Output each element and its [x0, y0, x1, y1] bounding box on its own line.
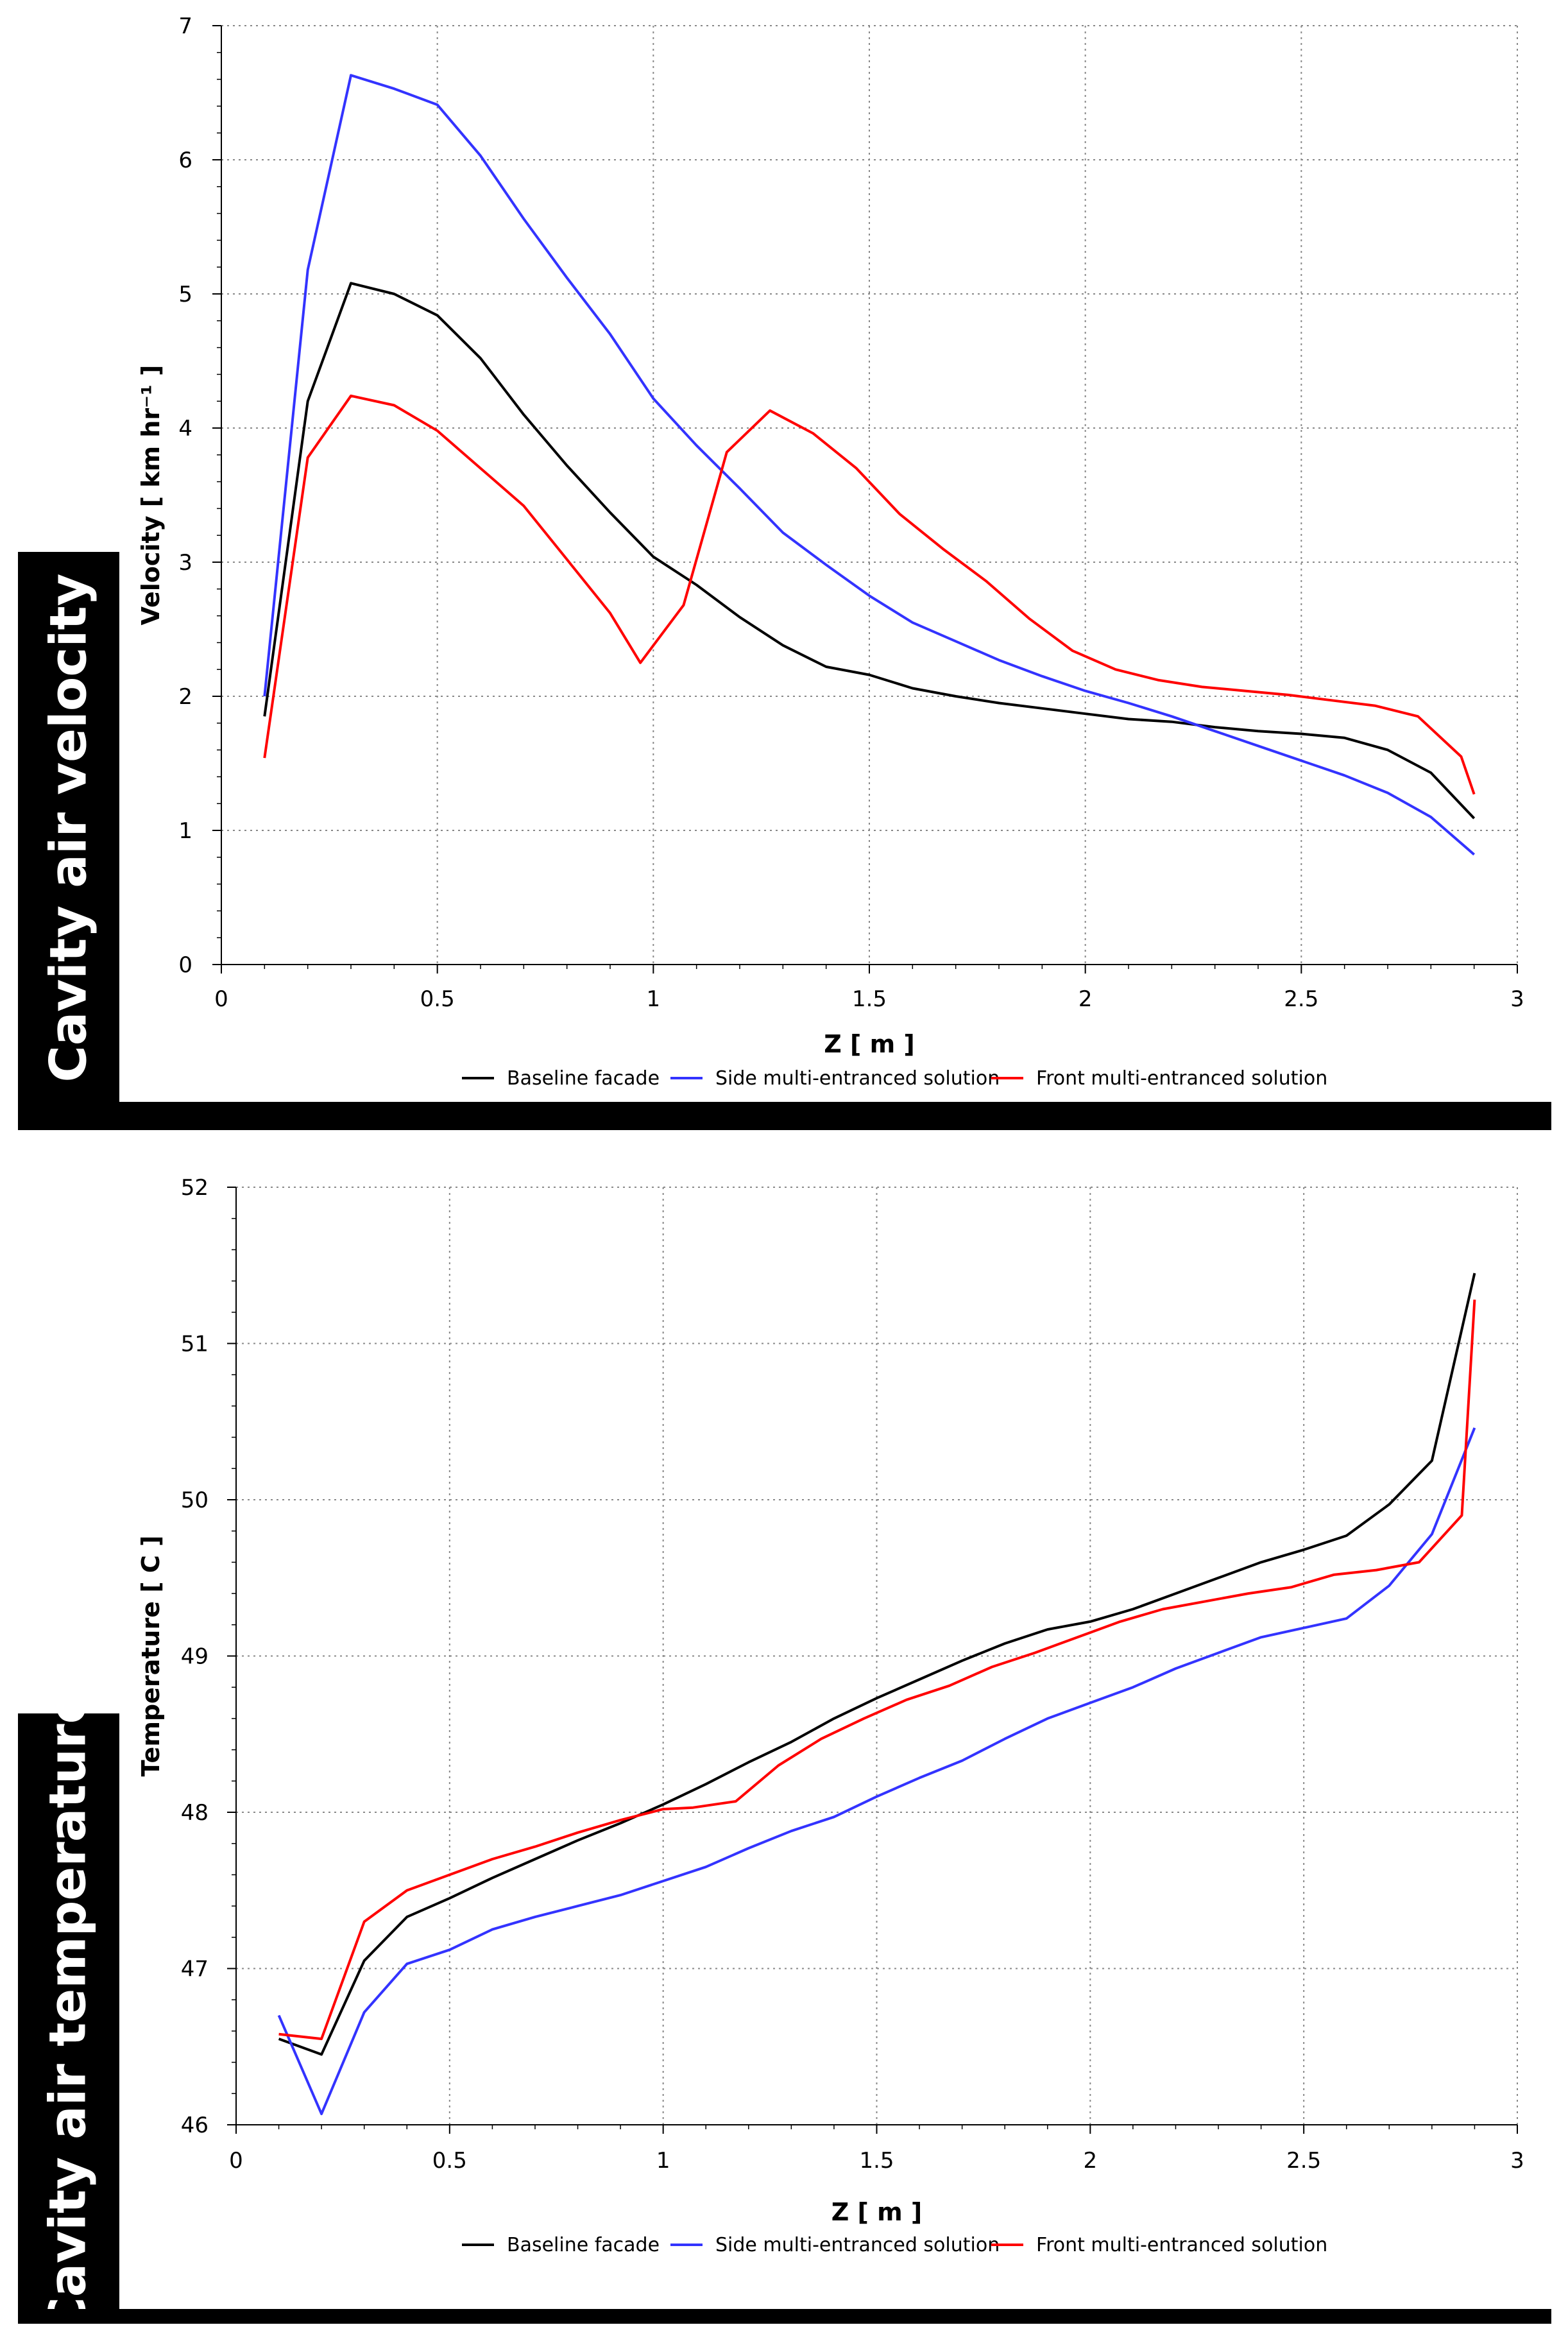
- series-line-front: [263, 394, 1476, 795]
- x-tick-label: 0: [229, 2148, 243, 2174]
- x-tick-label: 1: [656, 2148, 670, 2174]
- legend: Baseline facade Side multi-entranced solu…: [462, 1067, 1327, 1090]
- y-tick-label: 4: [178, 416, 192, 442]
- x-tick-label: 0.5: [420, 986, 455, 1012]
- y-axis-title: Velocity [ km hr⁻¹ ]: [137, 365, 165, 626]
- series-line-baseline: [278, 1273, 1476, 2056]
- y-tick-label: 3: [178, 550, 192, 576]
- velocity-panel-bottom-bar: [18, 1102, 1551, 1130]
- x-tick-label: 2.5: [1284, 986, 1318, 1012]
- series-line-front: [278, 1300, 1476, 2041]
- series-line-side: [263, 74, 1476, 856]
- y-tick-label: 0: [178, 952, 192, 978]
- x-tick-label: 2: [1078, 986, 1093, 1012]
- series-line-side: [277, 1427, 1476, 2115]
- temperature-panel-label: Cavity air temperature: [18, 1690, 119, 2334]
- y-tick-label: 52: [181, 1175, 209, 1201]
- x-tick-label: 2: [1084, 2148, 1098, 2174]
- x-tick-label: 2.5: [1286, 2148, 1321, 2174]
- temperature-panel-bottom-bar: [18, 2309, 1551, 2324]
- x-tick-label: 1: [647, 986, 661, 1012]
- y-tick-label: 51: [181, 1332, 209, 1357]
- y-tick-label: 2: [178, 684, 192, 710]
- y-tick-label: 1: [178, 818, 192, 844]
- x-tick-label: 3: [1510, 2148, 1524, 2174]
- temperature-chart: 0 0.5 1 1.5 2 2.5 3 46 47 48 49 50 51 52 Z [ m ] Temper…: [137, 1175, 1524, 2256]
- legend-label-side: Side multi-entranced solution: [715, 2234, 1000, 2256]
- legend-label-baseline: Baseline facade: [507, 2234, 660, 2256]
- x-axis-title: Z [ m ]: [831, 2198, 923, 2226]
- series-line-baseline: [263, 282, 1476, 819]
- legend-label-side: Side multi-entranced solution: [715, 1067, 1000, 1090]
- legend-label-front: Front multi-entranced solution: [1036, 2234, 1327, 2256]
- legend-label-front: Front multi-entranced solution: [1036, 1067, 1327, 1090]
- y-tick-label: 46: [181, 2113, 209, 2138]
- legend: Baseline facade Side multi-entranced solu…: [462, 2234, 1327, 2256]
- x-tick-label: 3: [1510, 986, 1524, 1012]
- x-axis-title: Z [ m ]: [824, 1030, 915, 1058]
- y-tick-label: 50: [181, 1488, 209, 1513]
- y-tick-label: 6: [178, 148, 192, 173]
- x-tick-label: 0.5: [432, 2148, 467, 2174]
- y-tick-label: 7: [178, 13, 192, 39]
- velocity-panel-label: Cavity air velocity: [18, 552, 119, 1104]
- y-tick-label: 49: [181, 1644, 209, 1670]
- y-tick-label: 47: [181, 1957, 209, 1982]
- y-tick-label: 48: [181, 1800, 209, 1826]
- legend-label-baseline: Baseline facade: [507, 1067, 660, 1090]
- y-tick-label: 5: [178, 282, 192, 307]
- x-tick-label: 1.5: [852, 986, 887, 1012]
- x-tick-label: 1.5: [859, 2148, 894, 2174]
- y-axis-title: Temperature [ C ]: [137, 1536, 165, 1777]
- velocity-chart: 0 0.5 1 1.5 2 2.5 3 0 1 2 3 4 5 6 7 Z [ m ] Velocity [ k…: [137, 13, 1524, 1090]
- x-tick-label: 0: [214, 986, 228, 1012]
